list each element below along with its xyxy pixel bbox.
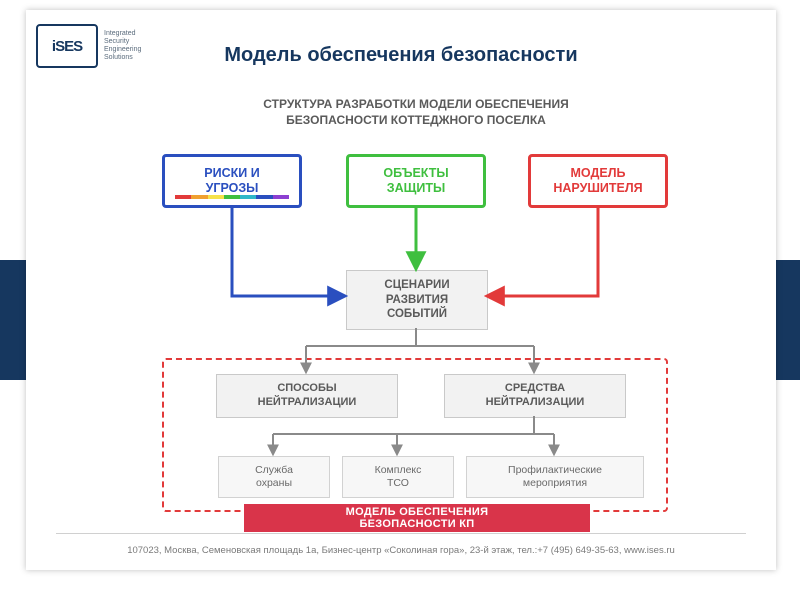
node-means-label: СРЕДСТВАНЕЙТРАЛИЗАЦИИ	[486, 382, 585, 410]
node-means: СРЕДСТВАНЕЙТРАЛИЗАЦИИ	[444, 374, 626, 418]
slide-card: iSES IntegratedSecurityEngineeringSoluti…	[26, 10, 776, 570]
diagram-subtitle: СТРУКТУРА РАЗРАБОТКИ МОДЕЛИ ОБЕСПЕЧЕНИЯБ…	[156, 96, 676, 128]
footer-divider	[56, 533, 746, 534]
node-scenario: СЦЕНАРИИРАЗВИТИЯСОБЫТИЙ	[346, 270, 488, 330]
node-guard-service: Службаохраны	[218, 456, 330, 498]
rainbow-underline	[175, 195, 289, 199]
node-intruder-label: МОДЕЛЬНАРУШИТЕЛЯ	[553, 166, 642, 196]
node-objects: ОБЪЕКТЫЗАЩИТЫ	[346, 154, 486, 208]
logo-tagline: IntegratedSecurityEngineeringSolutions	[104, 30, 141, 62]
node-scenario-label: СЦЕНАРИИРАЗВИТИЯСОБЫТИЙ	[384, 278, 449, 321]
node-objects-label: ОБЪЕКТЫЗАЩИТЫ	[383, 166, 448, 196]
page: iSES IntegratedSecurityEngineeringSoluti…	[0, 0, 800, 600]
node-risks-label: РИСКИ ИУГРОЗЫ	[204, 166, 259, 196]
node-tso-complex-label: КомплексТСО	[375, 464, 422, 489]
node-guard-service-label: Службаохраны	[255, 464, 293, 489]
logo-mark: iSES	[36, 24, 98, 68]
node-ways-label: СПОСОБЫНЕЙТРАЛИЗАЦИИ	[258, 382, 357, 410]
node-ways: СПОСОБЫНЕЙТРАЛИЗАЦИИ	[216, 374, 398, 418]
node-tso-complex: КомплексТСО	[342, 456, 454, 498]
node-risks: РИСКИ ИУГРОЗЫ	[162, 154, 302, 208]
node-intruder: МОДЕЛЬНАРУШИТЕЛЯ	[528, 154, 668, 208]
node-preventive: Профилактическиемероприятия	[466, 456, 644, 498]
node-final-model: МОДЕЛЬ ОБЕСПЕЧЕНИЯБЕЗОПАСНОСТИ КП	[244, 504, 590, 532]
node-preventive-label: Профилактическиемероприятия	[508, 464, 602, 489]
diagram: СТРУКТУРА РАЗРАБОТКИ МОДЕЛИ ОБЕСПЕЧЕНИЯБ…	[156, 96, 676, 526]
node-final-model-label: МОДЕЛЬ ОБЕСПЕЧЕНИЯБЕЗОПАСНОСТИ КП	[346, 506, 489, 530]
footer-text: 107023, Москва, Семеновская площадь 1а, …	[26, 545, 776, 556]
logo: iSES IntegratedSecurityEngineeringSoluti…	[36, 24, 141, 68]
